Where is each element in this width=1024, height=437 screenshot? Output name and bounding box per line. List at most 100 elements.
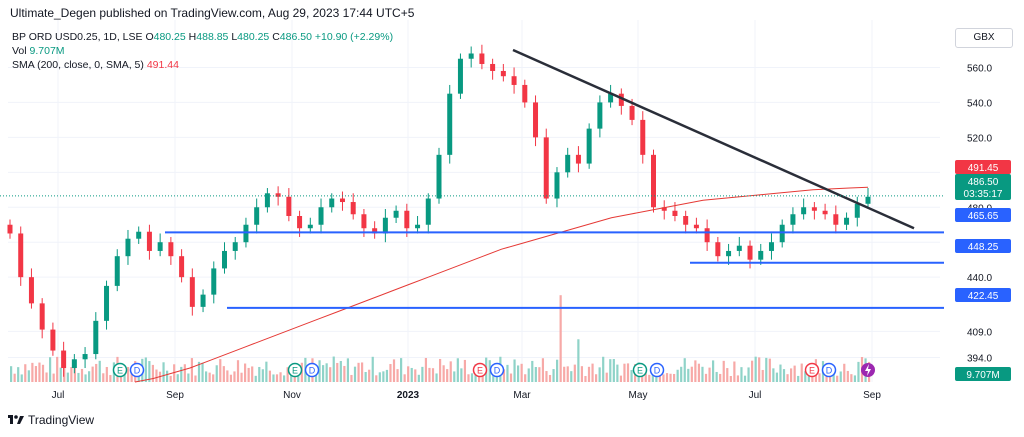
event-marker-label: E (292, 366, 298, 376)
volume-bar (155, 369, 158, 382)
volume-bar (244, 363, 247, 382)
volume-bar (467, 374, 470, 382)
candle-body (758, 250, 764, 260)
volume-bar (648, 374, 651, 382)
volume-bar (95, 363, 98, 382)
volume-bar (509, 373, 513, 382)
volume-bar (577, 339, 580, 382)
event-marker (821, 362, 837, 378)
trend-line[interactable] (512, 48, 915, 230)
y-tick-label: 560.0 (967, 63, 992, 74)
volume-bar (587, 366, 591, 382)
event-marker-label: D (654, 366, 661, 376)
volume-bar (219, 359, 222, 382)
volume-bar (595, 374, 598, 382)
legend-volume: Vol 9.707M (12, 45, 65, 57)
volume-bar (552, 369, 555, 382)
volume-bar (506, 364, 509, 382)
price-label-box (955, 208, 1011, 222)
grid-lines (8, 20, 940, 382)
volume-bar (662, 374, 665, 382)
tradingview-logo[interactable]: TradingView (8, 413, 94, 427)
price-label-box (955, 288, 1011, 302)
candle-body (651, 154, 656, 208)
volume-bar (641, 375, 644, 382)
volume-bar (488, 360, 491, 382)
candle-body (640, 119, 646, 155)
candle-body (575, 154, 581, 164)
candle-body (243, 224, 249, 243)
currency-button[interactable]: GBX (955, 28, 1013, 48)
volume-bar (173, 364, 176, 382)
candle-body (211, 268, 217, 295)
volume-bar (91, 366, 94, 382)
x-axis: Jul Sep Nov 2023 Mar May Jul Sep (52, 390, 882, 401)
candle-body (768, 242, 774, 251)
volume-bar (733, 361, 736, 382)
candle-body (61, 350, 67, 369)
volume-bar (846, 370, 849, 382)
event-marker-label: E (809, 366, 815, 376)
candle-body (264, 193, 270, 208)
volume-bar (49, 357, 52, 382)
legend-symbol: BP ORD USD0.25, 1D, LSE (12, 31, 143, 43)
volume-bar (463, 359, 467, 382)
volume-bar (644, 373, 647, 382)
volume-bar (541, 358, 545, 382)
candle-body (104, 285, 110, 321)
volume-bar (843, 363, 846, 382)
candle-body (350, 202, 356, 215)
volume-bar (318, 360, 321, 382)
volume-bar (368, 369, 371, 382)
support-levels[interactable] (165, 231, 944, 309)
candle-body (511, 76, 517, 85)
volume-bar (832, 370, 835, 382)
volume-bar (665, 373, 669, 382)
volume-bar (38, 362, 41, 382)
volume-bar (396, 369, 399, 382)
volume-bar (747, 367, 750, 382)
volume-bar (34, 366, 38, 382)
volume-bar (658, 374, 662, 382)
price-label-text: 486.50 (968, 177, 999, 188)
candle-body (726, 250, 732, 257)
event-marker (287, 362, 303, 378)
candle-body (833, 214, 839, 225)
volume-bar (254, 375, 257, 382)
volume-bar (194, 375, 197, 382)
event-marker-label: E (637, 366, 643, 376)
volume-bar (513, 359, 516, 382)
volume-bar (701, 366, 704, 382)
volume-bar (325, 363, 328, 382)
volume-bar (382, 371, 385, 382)
x-tick-label: Jul (52, 390, 65, 401)
candle-body (543, 137, 549, 199)
volume-bar (431, 368, 435, 382)
volume-bar (673, 373, 676, 382)
volume-bar (144, 357, 147, 382)
volume-bar (197, 361, 201, 382)
candle-body (447, 93, 453, 155)
candle-body (415, 224, 421, 229)
volume-bar (183, 364, 186, 382)
legend-low: 480.25 (237, 31, 270, 43)
volume-bar (176, 374, 179, 382)
event-marker (489, 362, 505, 378)
volume-bar (98, 360, 101, 382)
volume-bar (456, 358, 459, 382)
event-marker (304, 362, 320, 378)
volume-bar (839, 371, 842, 382)
volume-bar (754, 356, 757, 382)
candle-body (854, 203, 860, 218)
volume-bar (793, 365, 796, 382)
volume-bar (722, 360, 725, 382)
volume-bar (13, 373, 16, 382)
candle-body (779, 224, 785, 243)
legend: BP ORD USD0.25, 1D, LSE O480.25 H488.85 … (12, 30, 393, 72)
y-tick-label: 440.0 (967, 273, 992, 284)
volume-bar (470, 373, 474, 382)
volume-bar (66, 372, 69, 382)
